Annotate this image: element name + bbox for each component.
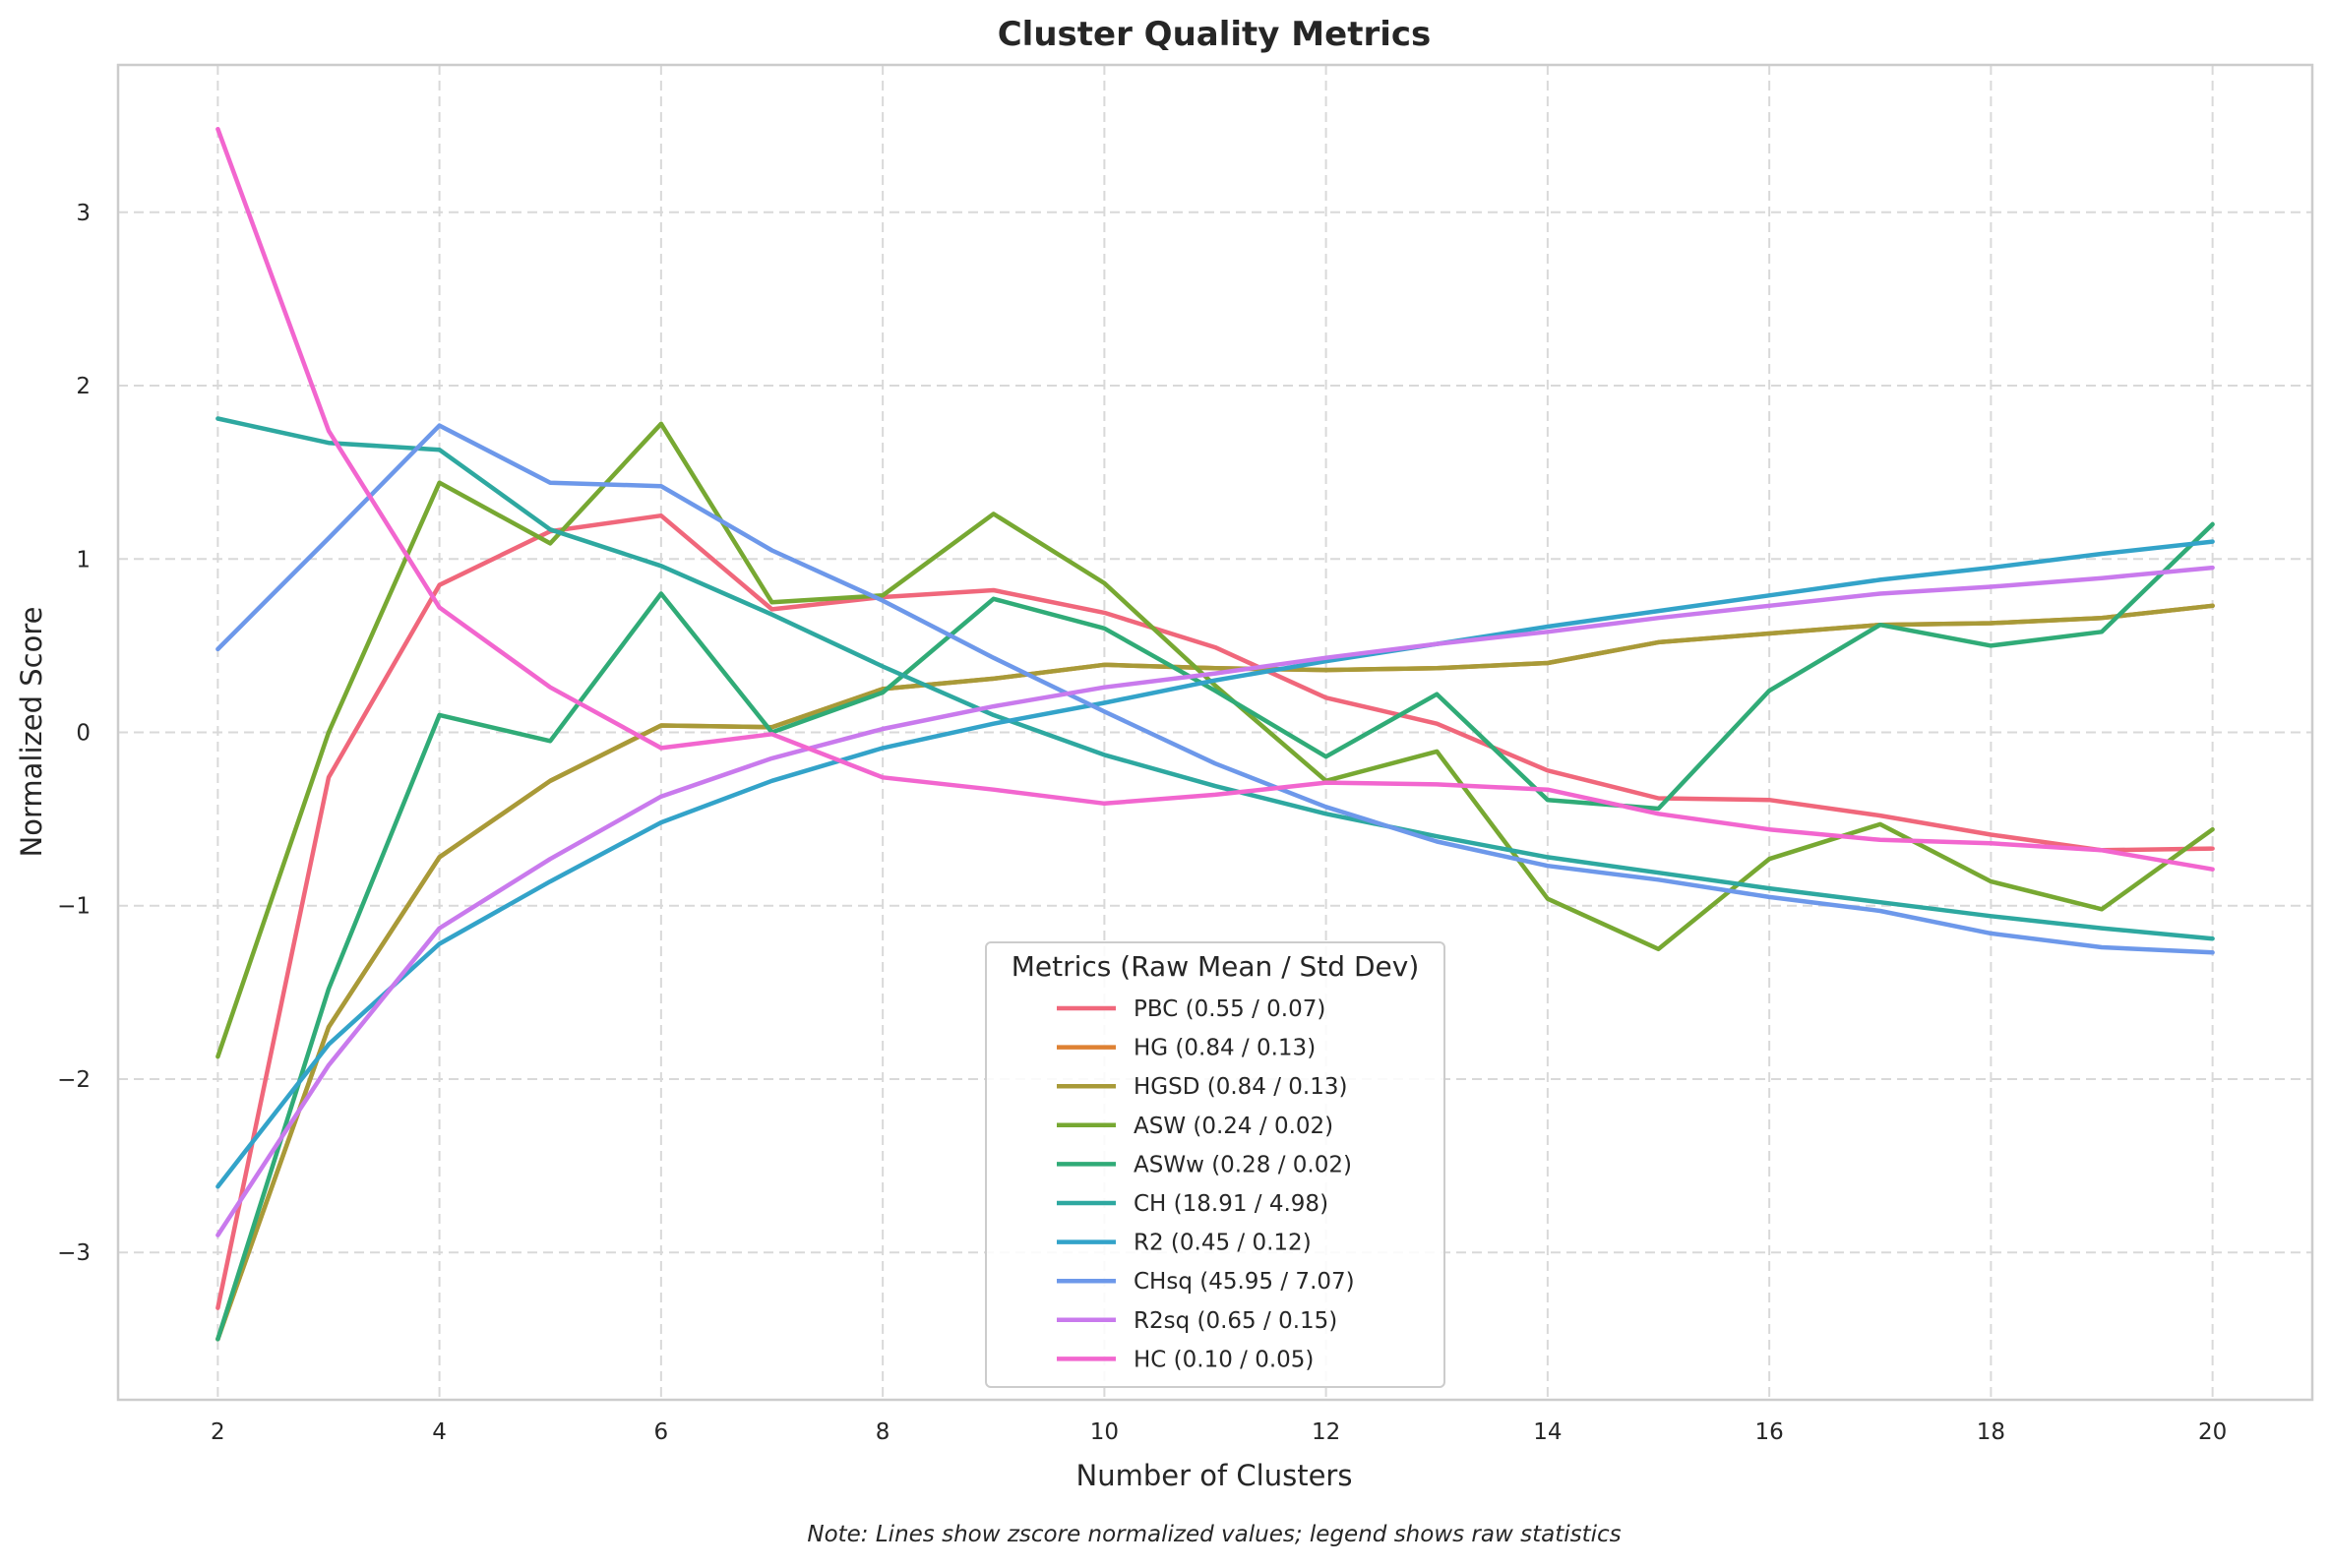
series-line-r2sq — [215, 565, 2215, 1237]
legend-box — [985, 941, 1445, 1388]
note-text: Note: Lines show zscore normalized value… — [807, 1522, 1621, 1547]
legend-label-r2: R2 (0.45 / 0.12) — [1134, 1231, 1312, 1256]
legend-label-chsq: CHsq (45.95 / 7.07) — [1134, 1269, 1355, 1295]
plot-frame — [116, 63, 2314, 1402]
legend-label-asww: ASWw (0.28 / 0.02) — [1134, 1152, 1352, 1177]
series-line-hc — [215, 126, 2215, 872]
legend: Metrics (Raw Mean / Std Dev) PBC (0.55 /… — [985, 941, 1445, 1388]
x-tick-labels: 2 4 6 8 10 12 14 16 18 20 — [211, 1419, 2227, 1445]
legend-label-r2sq: R2sq (0.65 / 0.15) — [1134, 1308, 1337, 1334]
x-tick-label: 6 — [654, 1419, 669, 1445]
legend-label-hg: HG (0.84 / 0.13) — [1134, 1036, 1316, 1061]
y-tick-label: −3 — [57, 1240, 91, 1266]
legend-items: PBC (0.55 / 0.07) HG (0.84 / 0.13) HGSD (0… — [1057, 996, 1355, 1372]
chart-title: Cluster Quality Metrics — [998, 15, 1432, 54]
x-tick-label: 4 — [432, 1419, 447, 1445]
legend-title: Metrics (Raw Mean / Std Dev) — [1012, 950, 1420, 983]
y-axis-label: Normalized Score — [15, 607, 48, 858]
series-line-asww — [215, 521, 2215, 1342]
y-tick-label: −1 — [57, 894, 91, 920]
series-line-ch — [215, 416, 2215, 941]
series-line-chsq — [215, 423, 2215, 955]
legend-label-ch: CH (18.91 / 4.98) — [1134, 1191, 1328, 1217]
legend-label-asw: ASW (0.24 / 0.02) — [1134, 1114, 1333, 1139]
series-line-r2 — [215, 539, 2215, 1189]
legend-label-hc: HC (0.10 / 0.05) — [1134, 1347, 1314, 1372]
x-tick-label: 8 — [876, 1419, 890, 1445]
legend-label-pbc: PBC (0.55 / 0.07) — [1134, 996, 1325, 1022]
y-tick-label: 2 — [76, 374, 91, 399]
x-tick-label: 14 — [1533, 1419, 1562, 1445]
x-tick-label: 16 — [1754, 1419, 1783, 1445]
x-tick-label: 10 — [1090, 1419, 1119, 1445]
legend-label-hgsd: HGSD (0.84 / 0.13) — [1134, 1074, 1347, 1100]
series-lines — [215, 126, 2215, 1342]
y-tick-label: 3 — [76, 201, 91, 226]
y-tick-label: 1 — [76, 547, 91, 573]
grid — [118, 65, 2312, 1400]
y-tick-labels: −3 −2 −1 0 1 2 3 — [57, 201, 91, 1266]
x-axis-label: Number of Clusters — [1076, 1459, 1353, 1492]
x-tick-label: 20 — [2198, 1419, 2227, 1445]
x-tick-label: 12 — [1312, 1419, 1340, 1445]
y-tick-label: −2 — [57, 1067, 91, 1093]
x-tick-label: 2 — [211, 1419, 225, 1445]
series-line-asw — [215, 421, 2215, 1059]
x-tick-label: 18 — [1977, 1419, 2005, 1445]
y-tick-label: 0 — [76, 721, 91, 747]
